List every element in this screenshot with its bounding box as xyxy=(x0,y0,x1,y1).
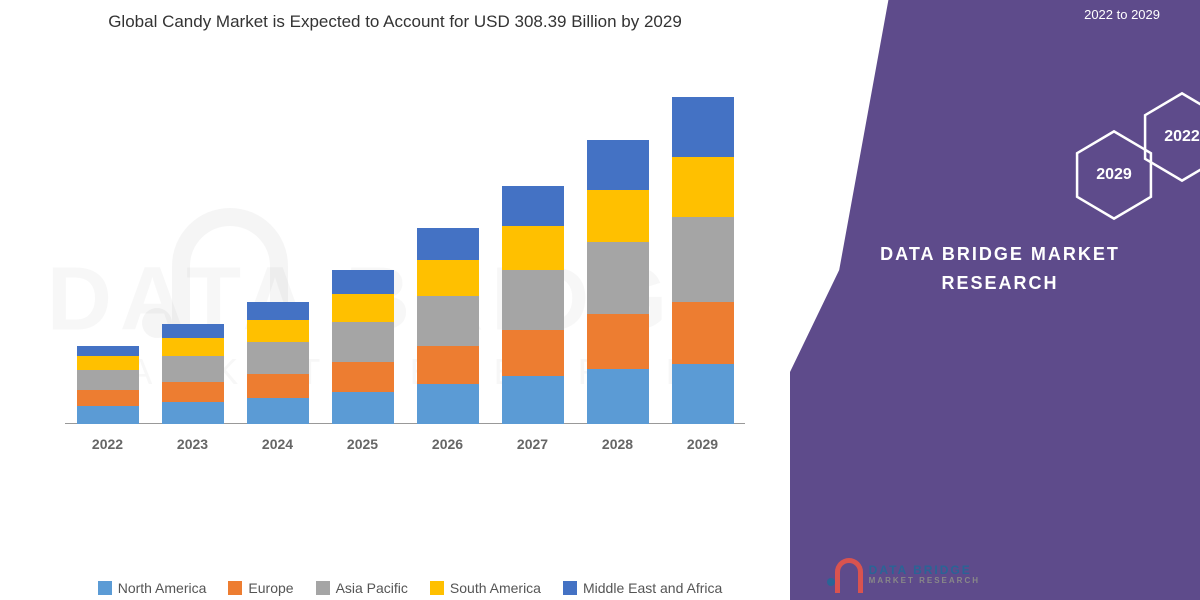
bar-segment xyxy=(417,296,479,346)
chart-area: 2022 2023 2024 2025 2026 2027 2028 2029 xyxy=(35,54,755,474)
bar-segment xyxy=(672,302,734,364)
legend-swatch xyxy=(316,581,330,595)
bar-segment xyxy=(417,346,479,384)
bar-segment xyxy=(77,346,139,356)
bar-group: 2022 xyxy=(77,346,139,424)
bar-segment xyxy=(162,356,224,382)
brand-title: DATA BRIDGE MARKET RESEARCH xyxy=(860,240,1140,298)
stacked-bar xyxy=(162,324,224,424)
bar-segment xyxy=(417,384,479,424)
bar-segment xyxy=(77,370,139,390)
brand-line1: DATA BRIDGE MARKET xyxy=(880,244,1120,264)
bar-segment xyxy=(502,376,564,424)
bar-segment xyxy=(587,140,649,190)
bar-segment xyxy=(332,392,394,424)
stacked-bar xyxy=(332,270,394,424)
bar-segment xyxy=(672,364,734,424)
footer-logo: DATA BRIDGE MARKET RESEARCH xyxy=(827,558,980,592)
bar-segment xyxy=(417,228,479,260)
top-date-range: 2022 to 2029 xyxy=(1084,6,1160,24)
legend-swatch xyxy=(430,581,444,595)
bar-group: 2025 xyxy=(332,270,394,424)
bar-segment xyxy=(332,294,394,322)
bar-segment xyxy=(587,242,649,314)
chart-panel: Global Candy Market is Expected to Accou… xyxy=(0,0,790,600)
legend-label: North America xyxy=(118,580,207,596)
bar-segment xyxy=(587,369,649,424)
legend-swatch xyxy=(228,581,242,595)
bar-segment xyxy=(247,320,309,342)
bar-segment xyxy=(587,190,649,242)
stacked-bar xyxy=(672,97,734,424)
bar-segment xyxy=(162,338,224,356)
bar-group: 2026 xyxy=(417,228,479,424)
bar-segment xyxy=(672,157,734,217)
bar-segment xyxy=(587,314,649,369)
legend-label: Middle East and Africa xyxy=(583,580,722,596)
x-axis-label: 2026 xyxy=(417,436,479,452)
bar-segment xyxy=(247,398,309,424)
side-panel: 2022 to 2029 2022 2029 DATA BRIDGE MARKE… xyxy=(790,0,1200,600)
bar-segment xyxy=(162,382,224,402)
x-axis-label: 2027 xyxy=(502,436,564,452)
bar-group: 2023 xyxy=(162,324,224,424)
legend-item: Middle East and Africa xyxy=(563,580,722,596)
stacked-bar xyxy=(587,140,649,424)
legend-label: Asia Pacific xyxy=(336,580,408,596)
bar-segment xyxy=(332,322,394,362)
stacked-bar xyxy=(417,228,479,424)
chart-legend: North America Europe Asia Pacific South Ame… xyxy=(50,580,770,596)
bar-segment xyxy=(417,260,479,296)
bar-group: 2029 xyxy=(672,97,734,424)
bar-segment xyxy=(77,356,139,370)
bar-segment xyxy=(247,302,309,320)
bar-segment xyxy=(672,217,734,302)
bar-group: 2028 xyxy=(587,140,649,424)
hexagon-front-label: 2029 xyxy=(1096,166,1132,184)
bar-segment xyxy=(77,406,139,424)
legend-swatch xyxy=(563,581,577,595)
bar-segment xyxy=(332,362,394,392)
brand-line2: RESEARCH xyxy=(941,273,1058,293)
legend-item: South America xyxy=(430,580,541,596)
stacked-bar xyxy=(502,186,564,424)
legend-label: Europe xyxy=(248,580,293,596)
bar-segment xyxy=(247,342,309,374)
bar-segment xyxy=(247,374,309,398)
hexagon-front: 2029 xyxy=(1072,128,1156,222)
bar-segment xyxy=(162,402,224,424)
bar-group: 2024 xyxy=(247,302,309,424)
footer-logo-icon xyxy=(827,558,861,592)
stacked-bar xyxy=(247,302,309,424)
bar-segment xyxy=(502,186,564,226)
footer-logo-text: DATA BRIDGE MARKET RESEARCH xyxy=(869,564,980,586)
bar-segment xyxy=(162,324,224,338)
x-axis-label: 2029 xyxy=(672,436,734,452)
bar-segment xyxy=(502,226,564,270)
bar-segment xyxy=(502,270,564,330)
footer-logo-sub: MARKET RESEARCH xyxy=(869,577,980,586)
legend-item: Europe xyxy=(228,580,293,596)
x-axis-label: 2024 xyxy=(247,436,309,452)
x-axis-label: 2025 xyxy=(332,436,394,452)
legend-item: Asia Pacific xyxy=(316,580,408,596)
hexagon-back-label: 2022 xyxy=(1164,128,1200,146)
bars-container: 2022 2023 2024 2025 2026 2027 2028 2029 xyxy=(65,64,745,424)
legend-swatch xyxy=(98,581,112,595)
legend-item: North America xyxy=(98,580,207,596)
footer-logo-main: DATA BRIDGE xyxy=(869,563,972,577)
x-axis-label: 2022 xyxy=(77,436,139,452)
bar-segment xyxy=(672,97,734,157)
x-axis-label: 2028 xyxy=(587,436,649,452)
stacked-bar xyxy=(77,346,139,424)
chart-title: Global Candy Market is Expected to Accou… xyxy=(20,10,770,34)
bar-segment xyxy=(77,390,139,406)
bar-segment xyxy=(332,270,394,294)
bar-segment xyxy=(502,330,564,376)
bar-group: 2027 xyxy=(502,186,564,424)
legend-label: South America xyxy=(450,580,541,596)
side-panel-bg xyxy=(790,0,1200,600)
x-axis-label: 2023 xyxy=(162,436,224,452)
